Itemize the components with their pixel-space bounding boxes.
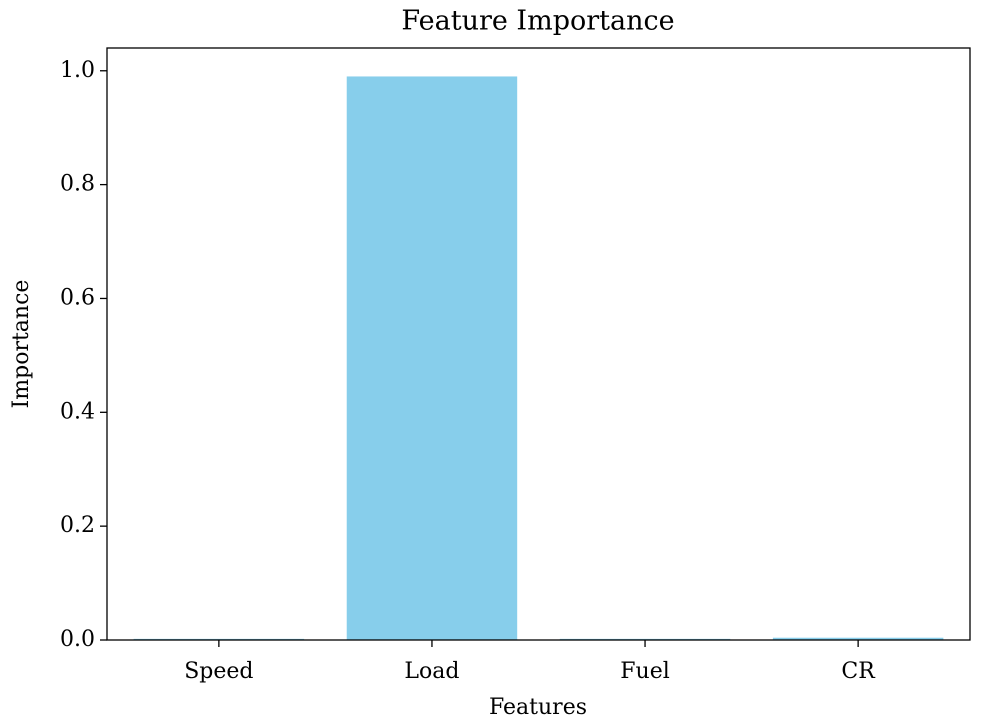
bar — [772, 637, 944, 640]
y-axis-label: Importance — [9, 280, 34, 409]
bar — [346, 76, 518, 640]
y-tick-label: 1.0 — [60, 58, 95, 83]
x-tick-label: Load — [404, 659, 459, 684]
y-tick-label: 0.2 — [60, 513, 95, 538]
plot-frame — [106, 47, 971, 641]
y-tick-label: 0.0 — [60, 627, 95, 652]
x-axis-label: Features — [489, 695, 587, 720]
y-tick-label: 0.6 — [60, 285, 95, 310]
x-tick-label: Speed — [184, 659, 253, 684]
y-tick-label: 0.4 — [60, 399, 95, 424]
x-tick-label: Fuel — [620, 659, 670, 684]
y-tick-label: 0.8 — [60, 172, 95, 197]
chart-title: Feature Importance — [401, 6, 674, 37]
x-tick-label: CR — [841, 659, 876, 684]
